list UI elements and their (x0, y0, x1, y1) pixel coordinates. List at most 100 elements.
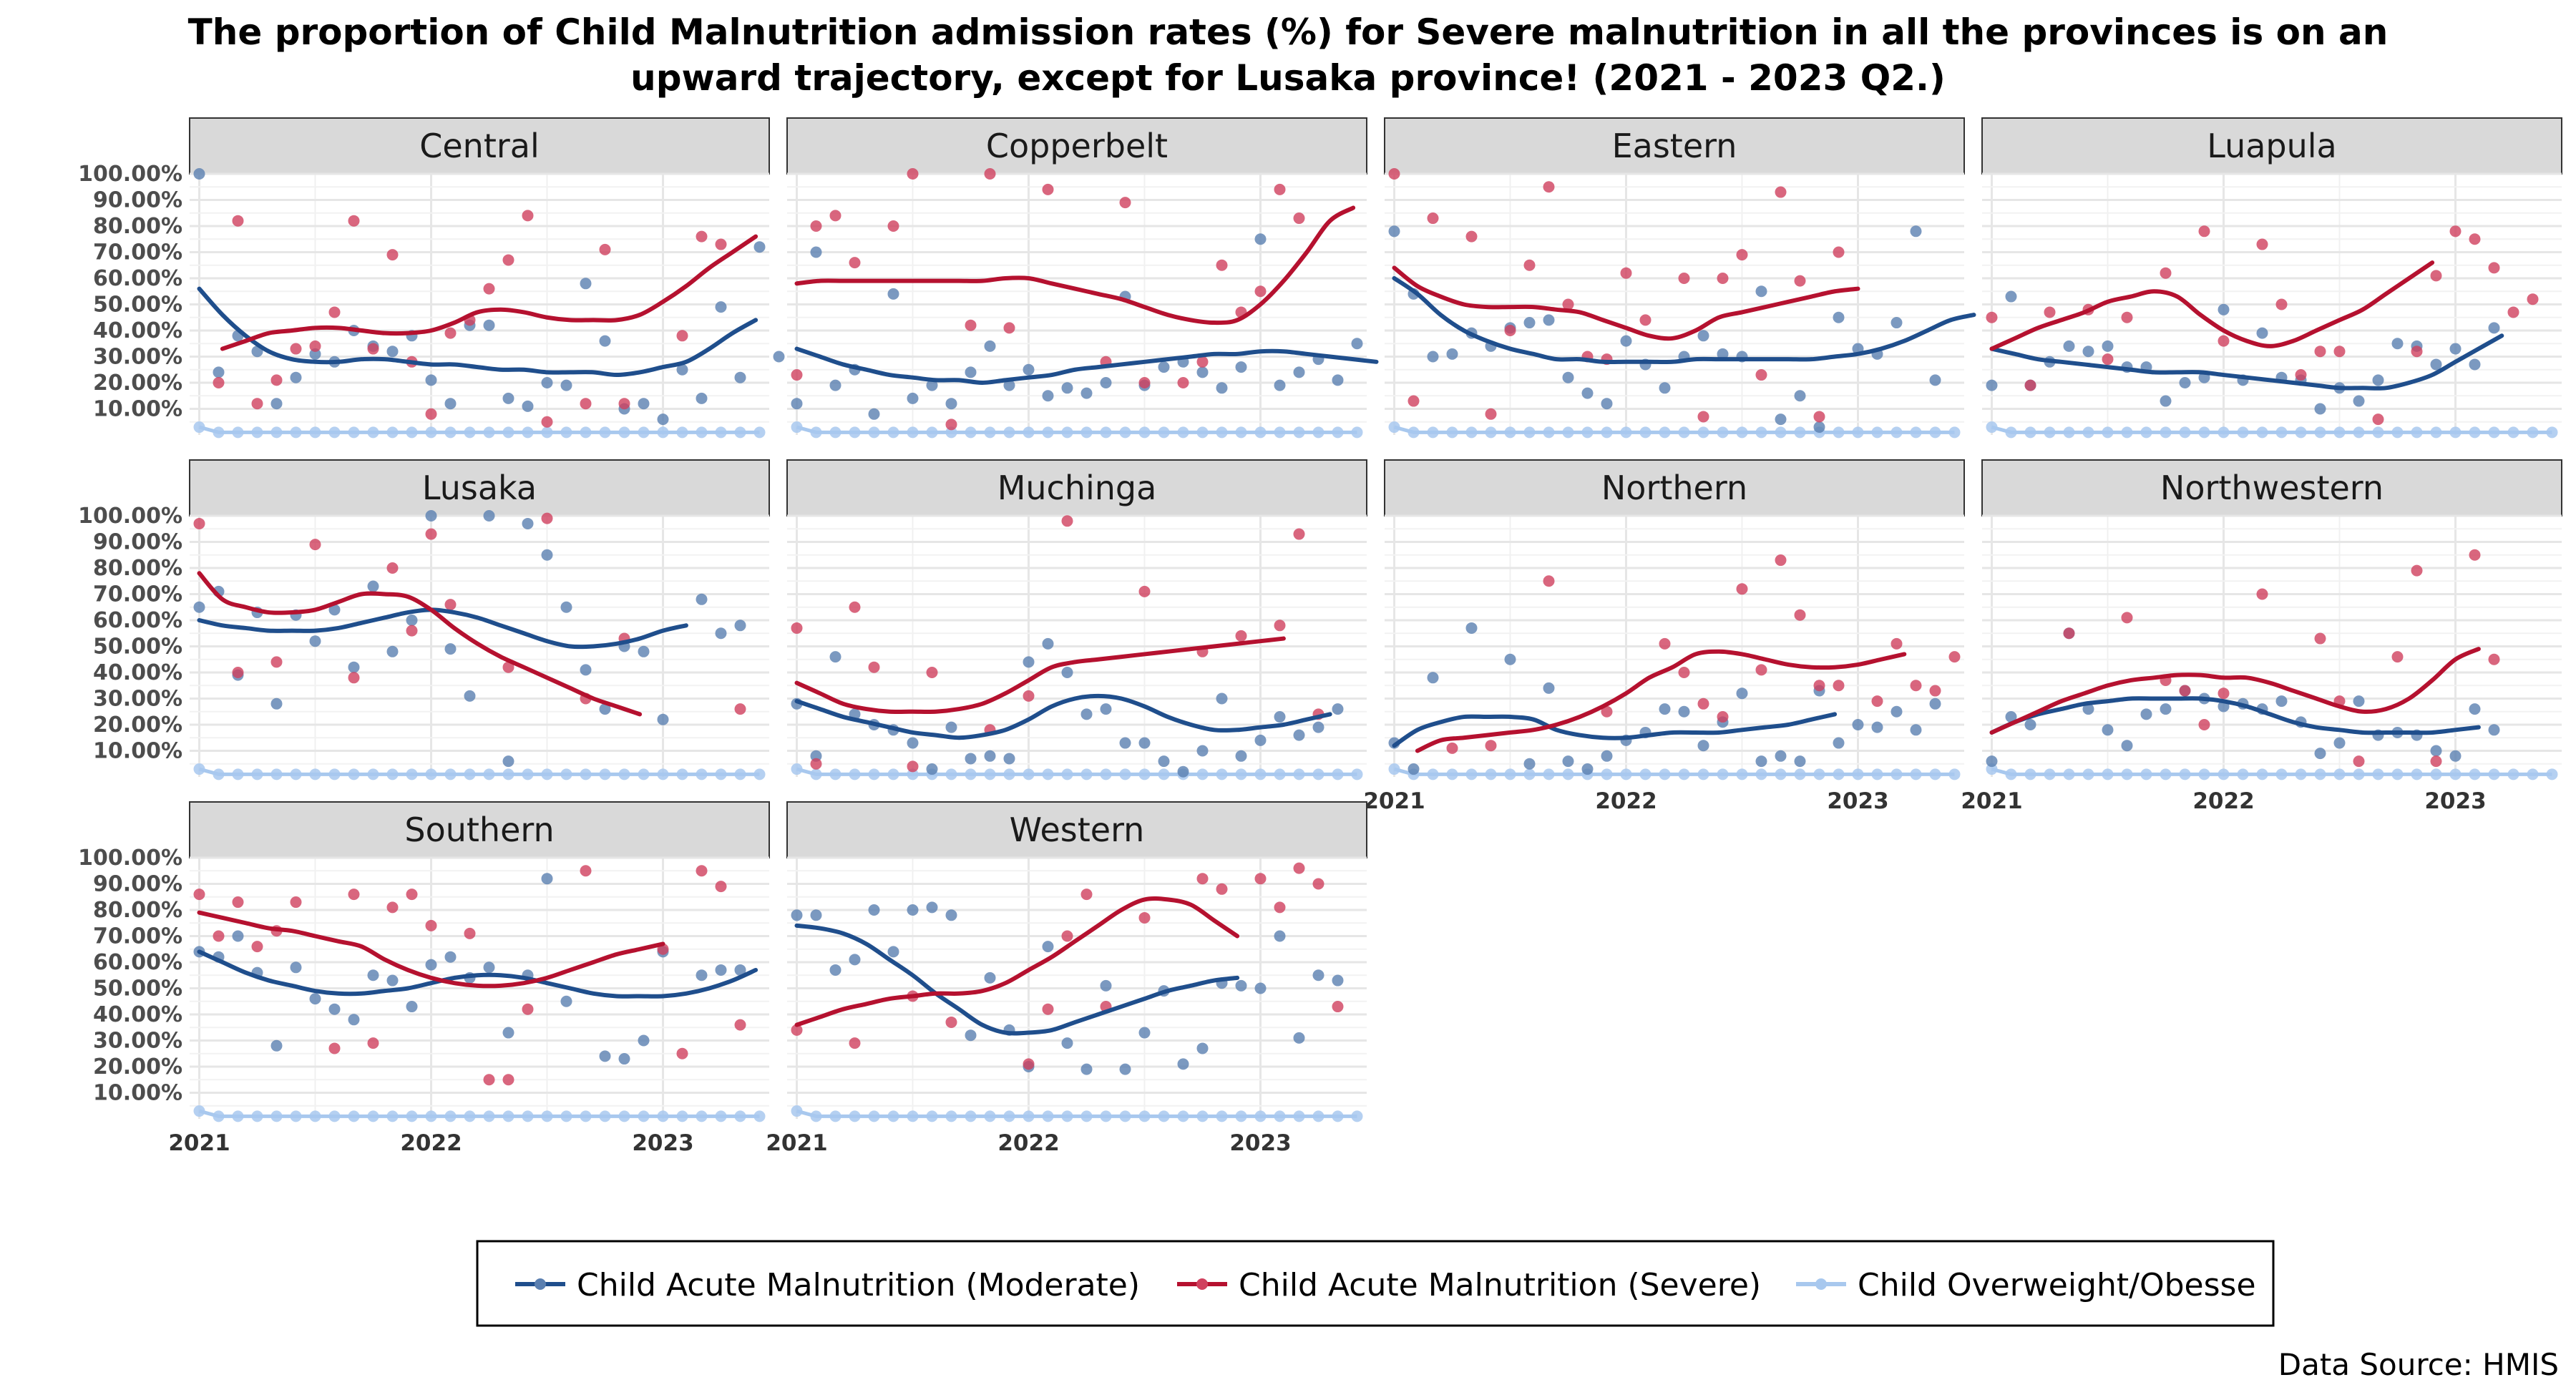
point-moderate (657, 713, 669, 725)
point-overweight (425, 1110, 437, 1122)
point-moderate (1080, 708, 1093, 720)
point-moderate (1119, 737, 1131, 749)
point-overweight (1388, 421, 1400, 434)
point-moderate (907, 904, 919, 916)
point-moderate (502, 1027, 514, 1039)
point-overweight (1293, 1110, 1305, 1122)
legend-box (476, 1240, 2275, 1327)
facet-strip (1384, 117, 1965, 175)
point-severe (367, 343, 379, 355)
point-moderate (367, 969, 379, 982)
point-moderate (1235, 750, 1247, 762)
y-tick-label: 70.00% (93, 240, 182, 265)
point-overweight (638, 426, 650, 439)
point-overweight (2082, 426, 2094, 439)
point-severe (1485, 408, 1497, 420)
point-moderate (2469, 703, 2481, 715)
point-overweight (386, 426, 399, 439)
point-overweight (1562, 768, 1574, 780)
panel-southern: Southern 10.00%20.00%30.00%40.00%50.00%60… (78, 801, 770, 1156)
point-overweight (2160, 768, 2172, 780)
point-overweight (984, 426, 996, 439)
point-overweight (290, 768, 302, 780)
point-moderate (2314, 403, 2326, 415)
point-overweight (1986, 421, 1998, 434)
panel-muchinga: Muchinga (786, 459, 1367, 780)
point-moderate (2160, 703, 2172, 715)
point-moderate (907, 737, 919, 749)
point-overweight (2411, 768, 2423, 780)
point-moderate (984, 340, 996, 352)
point-severe (907, 168, 919, 180)
point-severe (406, 625, 418, 637)
point-overweight (213, 768, 225, 780)
point-overweight (1446, 426, 1458, 439)
point-moderate (945, 721, 957, 733)
point-overweight (1929, 426, 1941, 439)
point-severe (1119, 197, 1131, 209)
point-overweight (849, 1110, 861, 1122)
y-tick-label: 60.00% (93, 608, 182, 633)
point-overweight (1100, 426, 1112, 439)
y-tick-label: 100.00% (78, 504, 182, 529)
point-severe (232, 896, 244, 909)
point-moderate (810, 750, 822, 762)
point-severe (1274, 901, 1286, 914)
point-moderate (829, 964, 841, 976)
y-tick-label: 60.00% (93, 266, 182, 291)
panel-central: Central 10.00%20.00%30.00%40.00%50.00%60.… (78, 117, 785, 439)
data-source-caption: Data Source: HMIS (2278, 1347, 2559, 1382)
x-tick-label: 2023 (1229, 1130, 1291, 1156)
point-moderate (1042, 390, 1054, 402)
point-overweight (791, 1105, 803, 1117)
point-moderate (829, 379, 841, 391)
point-moderate (734, 620, 746, 632)
point-overweight (2295, 768, 2307, 780)
point-moderate (791, 909, 803, 921)
point-overweight (676, 768, 688, 780)
point-overweight (2005, 768, 2017, 780)
point-overweight (193, 763, 205, 775)
point-moderate (945, 398, 957, 410)
point-overweight (618, 1110, 630, 1122)
trend-line-overweight (796, 767, 1357, 776)
point-severe (1061, 930, 1073, 942)
point-overweight (599, 1110, 611, 1122)
point-severe (696, 230, 708, 243)
point-overweight (907, 768, 919, 780)
y-tick-label: 40.00% (93, 318, 182, 343)
point-overweight (1119, 426, 1131, 439)
point-severe (1293, 528, 1305, 540)
point-severe (2160, 267, 2172, 279)
point-overweight (945, 426, 957, 439)
point-overweight (2044, 768, 2056, 780)
point-overweight (367, 768, 379, 780)
point-moderate (541, 549, 553, 561)
point-overweight (367, 1110, 379, 1122)
point-severe (1639, 314, 1652, 326)
y-tick-label: 30.00% (93, 687, 182, 712)
point-severe (213, 930, 225, 942)
point-moderate (1543, 682, 1555, 694)
point-overweight (2353, 768, 2365, 780)
point-moderate (213, 366, 225, 378)
point-overweight (425, 426, 437, 439)
point-moderate (734, 964, 746, 976)
point-severe (1659, 637, 1671, 650)
point-moderate (2063, 340, 2075, 352)
trend-line-overweight (1991, 425, 2552, 434)
y-tick-label: 90.00% (93, 188, 182, 213)
point-moderate (1833, 311, 1845, 323)
point-moderate (1100, 703, 1112, 715)
point-moderate (2275, 695, 2288, 708)
point-overweight (2063, 426, 2075, 439)
point-moderate (849, 954, 861, 966)
point-overweight (2024, 768, 2036, 780)
point-moderate (2024, 719, 2036, 730)
point-overweight (1659, 768, 1671, 780)
point-overweight (1852, 426, 1864, 439)
point-overweight (1504, 768, 1516, 780)
point-overweight (1659, 426, 1671, 439)
y-tick-label: 20.00% (93, 1054, 182, 1080)
point-overweight (1138, 426, 1151, 439)
